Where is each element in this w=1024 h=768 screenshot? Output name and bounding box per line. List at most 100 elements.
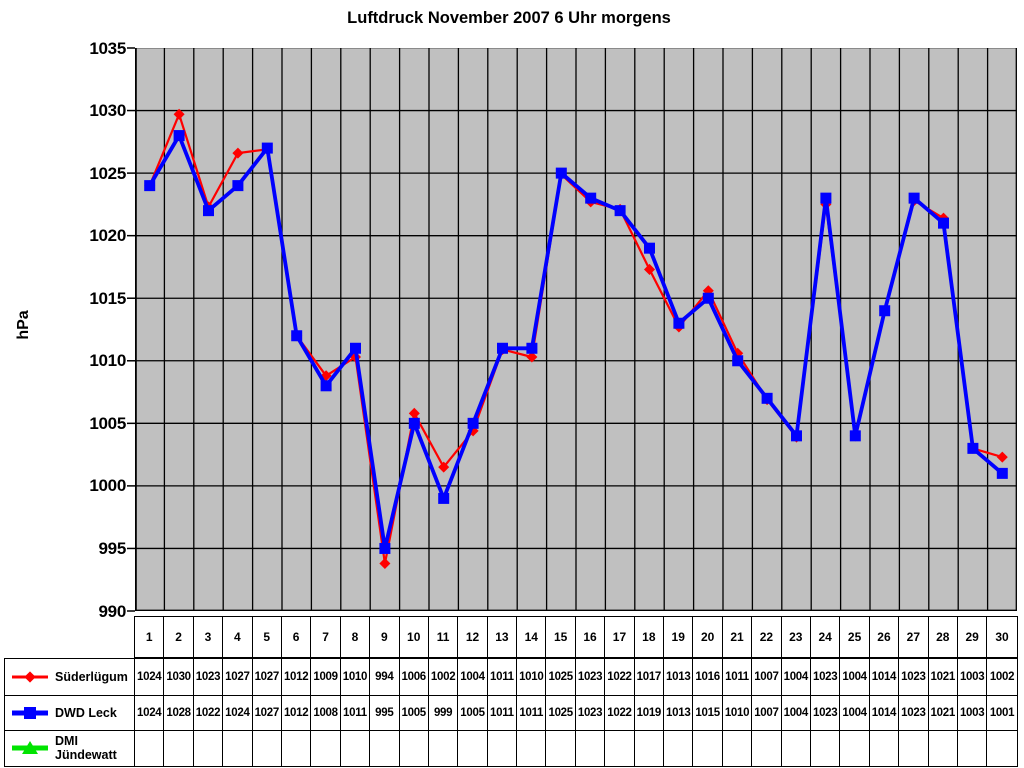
value-cell: 1004 xyxy=(458,659,488,695)
square-marker xyxy=(291,330,303,342)
value-cell: 1024 xyxy=(135,694,165,731)
square-marker xyxy=(702,292,714,304)
square-marker xyxy=(614,205,626,217)
value-cell: 995 xyxy=(370,694,400,731)
value-cell: 1015 xyxy=(693,694,723,731)
value-cell: 1027 xyxy=(253,659,282,695)
square-marker xyxy=(144,180,156,192)
square-marker xyxy=(379,542,391,554)
square-marker xyxy=(967,442,979,454)
value-cell: 1022 xyxy=(605,694,635,731)
value-cell: 1001 xyxy=(987,694,1017,731)
value-cell xyxy=(458,730,488,766)
day-label: 22 xyxy=(752,617,782,657)
day-label: 28 xyxy=(929,617,958,657)
day-label: 18 xyxy=(635,617,665,657)
value-cell: 1016 xyxy=(693,659,723,695)
square-marker xyxy=(996,467,1008,479)
day-label: 16 xyxy=(576,617,606,657)
square-marker xyxy=(203,205,214,217)
day-label: 10 xyxy=(400,617,429,657)
square-marker xyxy=(497,342,508,354)
legend-marker-square-icon xyxy=(12,706,48,719)
value-cell: 1010 xyxy=(517,659,547,695)
value-cell: 1023 xyxy=(810,694,841,731)
value-cell: 1025 xyxy=(546,694,576,731)
day-label: 4 xyxy=(223,617,253,657)
legend-row-2: DMI Jündewatt xyxy=(5,730,135,766)
value-cell xyxy=(752,730,782,766)
square-marker xyxy=(879,305,891,317)
value-cell xyxy=(517,730,547,766)
value-cell: 1013 xyxy=(664,694,694,731)
value-cell: 1005 xyxy=(458,694,488,731)
day-label: 25 xyxy=(840,617,870,657)
value-cell: 1014 xyxy=(869,694,900,731)
day-label: 29 xyxy=(958,617,988,657)
plot-area xyxy=(127,47,1017,612)
diamond-marker xyxy=(173,108,185,120)
value-cell: 1024 xyxy=(135,659,165,695)
value-cell: 1023 xyxy=(194,659,224,695)
day-label: 8 xyxy=(341,617,371,657)
value-cell: 1003 xyxy=(958,659,988,695)
square-marker xyxy=(644,242,655,254)
y-tick-label: 990 xyxy=(98,601,127,621)
day-label: 17 xyxy=(605,617,635,657)
diamond-marker xyxy=(408,407,420,419)
value-cell xyxy=(840,730,870,766)
value-cell xyxy=(223,730,253,766)
value-cell: 1012 xyxy=(281,694,312,731)
day-label: 13 xyxy=(488,617,518,657)
day-label: 5 xyxy=(253,617,282,657)
value-cell: 1011 xyxy=(723,659,753,695)
value-cell xyxy=(928,730,958,766)
value-cell xyxy=(281,730,312,766)
value-cell: 1021 xyxy=(928,694,958,731)
value-cell: 999 xyxy=(428,694,459,731)
square-marker xyxy=(555,167,567,179)
square-marker xyxy=(408,417,420,429)
series-line-1 xyxy=(148,133,1004,551)
square-marker xyxy=(791,430,802,442)
value-cell: 1004 xyxy=(781,694,811,731)
value-cell: 1008 xyxy=(311,694,341,731)
value-cell: 1024 xyxy=(223,694,253,731)
square-marker xyxy=(526,342,538,354)
square-marker xyxy=(467,417,479,429)
value-cell xyxy=(810,730,841,766)
value-cell: 1006 xyxy=(400,659,429,695)
y-tick-label: 1005 xyxy=(89,413,126,433)
day-label: 23 xyxy=(782,617,811,657)
legend-marker-diamond-icon xyxy=(12,671,48,683)
day-label: 15 xyxy=(546,617,576,657)
diamond-marker xyxy=(526,351,538,363)
value-cell: 1011 xyxy=(487,694,518,731)
value-cell: 1027 xyxy=(252,694,282,731)
square-marker xyxy=(232,180,244,192)
value-cell: 1007 xyxy=(752,694,782,731)
square-marker xyxy=(320,380,332,392)
x-axis-day-header-row: 1 2 3 4 5 6 7 8 9 10 11 12 13 14 15 16 17 18 19 20 21 22 23 24 2… xyxy=(134,616,1018,658)
value-cell: 1022 xyxy=(605,659,635,695)
value-cell xyxy=(693,730,723,766)
value-cell: 1002 xyxy=(989,670,1015,683)
value-cell: 1025 xyxy=(546,659,576,695)
day-label: 12 xyxy=(458,617,488,657)
value-cell xyxy=(399,730,429,766)
value-cell xyxy=(340,730,371,766)
day-label: 2 xyxy=(164,617,194,657)
chart-title: Luftdruck November 2007 6 Uhr morgens xyxy=(347,9,671,27)
value-cell: 1028 xyxy=(164,694,194,731)
y-tick-label: 1015 xyxy=(89,288,126,308)
value-cell: 1005 xyxy=(399,694,429,731)
value-cell xyxy=(487,730,518,766)
day-label: 14 xyxy=(517,617,547,657)
value-cell: 994 xyxy=(370,659,400,695)
value-cell xyxy=(869,730,900,766)
day-label: 9 xyxy=(370,617,400,657)
square-marker xyxy=(908,192,920,204)
value-cell: 1007 xyxy=(752,659,782,695)
value-cell xyxy=(252,730,282,766)
